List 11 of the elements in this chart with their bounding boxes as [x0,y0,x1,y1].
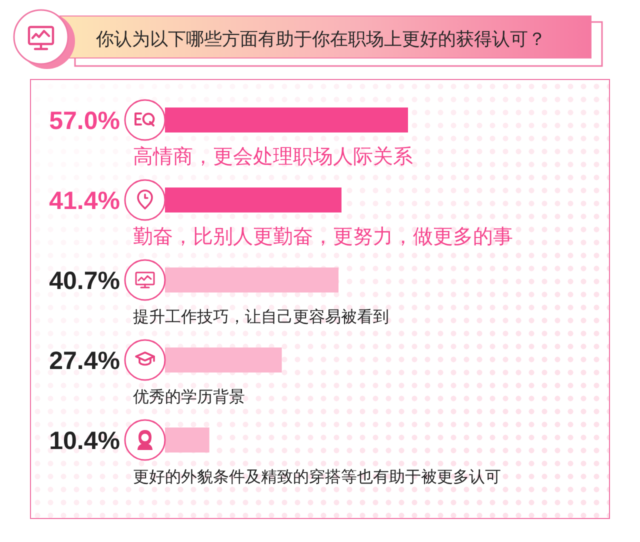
chart-title: 你认为以下哪些方面有助于你在职场上更好的获得认可？ [96,29,546,51]
y-tick-label: 优秀的学历背景 [133,388,245,406]
data-label: 10.4% [49,427,120,455]
data-label: 40.7% [49,267,120,295]
y-tick-label: 提升工作技巧，让自己更容易被看到 [133,308,389,326]
data-label: 27.4% [49,347,120,375]
y-tick-label: 高情商，更会处理职场人际关系 [133,145,413,168]
y-tick-label: 更好的外貌条件及精致的穿搭等也有助于被更多认可 [133,468,501,486]
data-label: 57.0% [49,107,120,135]
data-label: 41.4% [49,187,120,215]
y-tick-label: 勤奋，比别人更勤奋，更努力，做更多的事 [133,226,513,248]
